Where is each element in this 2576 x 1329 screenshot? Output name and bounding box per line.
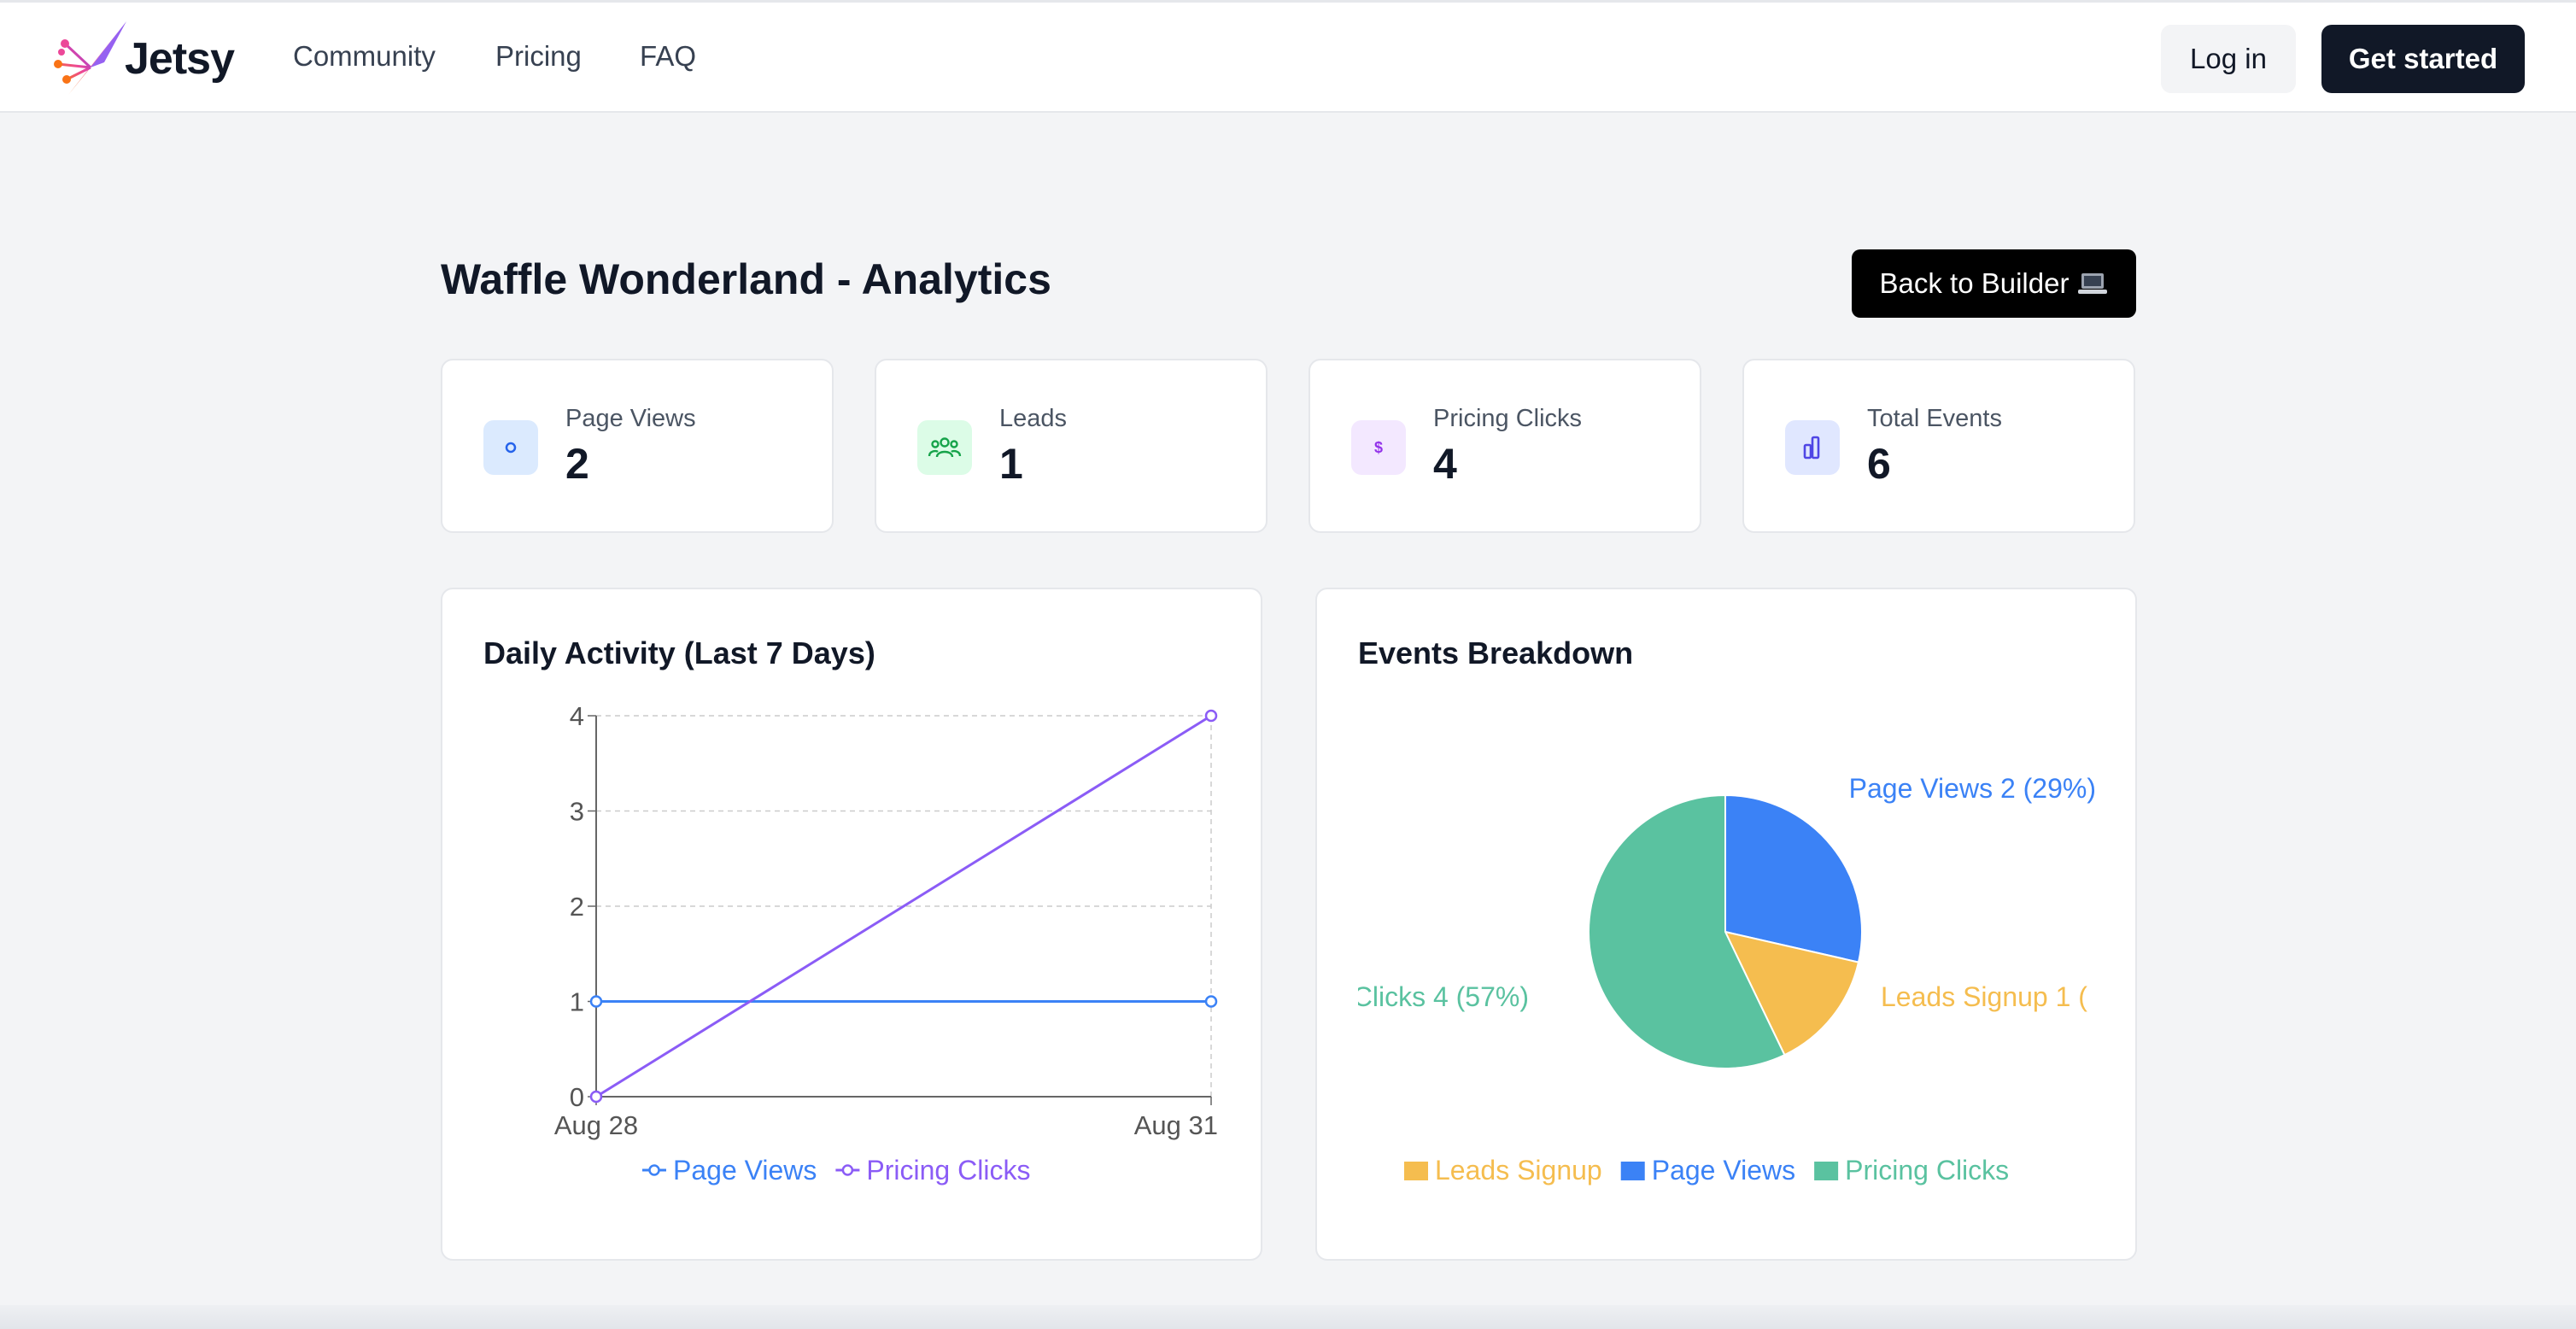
bottom-section-edge bbox=[0, 1305, 2576, 1329]
data-point bbox=[589, 1090, 603, 1104]
pie-labels: Page Views 2 (29%) Leads Signup 1 ( g Clic… bbox=[1330, 773, 2096, 1012]
slice-label: g Clicks 4 (57%) bbox=[1330, 981, 1529, 1012]
daily-activity-card: Daily Activity (Last 7 Days) 0 1 2 3 4 Aug 28… bbox=[441, 588, 1262, 1261]
stat-value: 4 bbox=[1433, 440, 1457, 488]
y-tick-label: 3 bbox=[570, 797, 584, 827]
data-point bbox=[589, 995, 603, 1008]
y-tick-label: 0 bbox=[570, 1082, 584, 1112]
data-point bbox=[1204, 709, 1218, 723]
stat-label: Page Views bbox=[565, 405, 696, 432]
x-tick-label: Aug 31 bbox=[1134, 1110, 1218, 1140]
jetsy-logo[interactable]: Jetsy bbox=[53, 18, 241, 100]
daily-activity-chart: 0 1 2 3 4 Aug 28 Aug 31 Page Views Pricing Click… bbox=[554, 701, 1218, 1186]
rocket-logo-icon bbox=[54, 21, 126, 95]
stat-value: 1 bbox=[999, 440, 1023, 488]
legend-swatch bbox=[1620, 1162, 1645, 1180]
legend-marker-dot bbox=[841, 1164, 854, 1176]
legend-label: Page Views bbox=[673, 1155, 817, 1186]
get-started-button[interactable]: Get started bbox=[2321, 25, 2525, 93]
stat-card-leads: Leads 1 bbox=[875, 359, 1268, 533]
legend-label: Page Views bbox=[1652, 1155, 1795, 1186]
back-to-builder-button[interactable]: Back to Builder bbox=[1852, 249, 2136, 318]
legend-label: Pricing Clicks bbox=[1845, 1155, 2009, 1186]
stat-value: 6 bbox=[1867, 440, 1891, 488]
legend-swatch bbox=[1404, 1162, 1428, 1180]
svg-text:$: $ bbox=[1374, 439, 1383, 456]
stat-card-page-views: Page Views 2 bbox=[441, 359, 834, 533]
bar-chart-icon bbox=[1785, 420, 1840, 475]
stat-label: Total Events bbox=[1867, 405, 2002, 432]
stat-label: Leads bbox=[999, 405, 1068, 432]
slice-label: Leads Signup 1 ( bbox=[1881, 981, 2087, 1012]
login-button[interactable]: Log in bbox=[2161, 25, 2296, 93]
stat-card-pricing-clicks: $ Pricing Clicks 4 bbox=[1308, 359, 1701, 533]
y-tick-label: 1 bbox=[570, 987, 584, 1017]
stat-value: 2 bbox=[565, 440, 589, 488]
y-tick-label: 2 bbox=[570, 892, 584, 922]
legend-marker-dot bbox=[648, 1164, 660, 1176]
stat-card-total-events: Total Events 6 bbox=[1742, 359, 2135, 533]
page-title: Waffle Wonderland - Analytics bbox=[441, 255, 1051, 303]
x-tick-label: Aug 28 bbox=[554, 1110, 638, 1140]
stat-label: Pricing Clicks bbox=[1433, 405, 1583, 432]
pie-slice-leads-signup bbox=[1724, 930, 1860, 1057]
nav-community[interactable]: Community bbox=[293, 40, 436, 72]
nav-faq[interactable]: FAQ bbox=[640, 40, 697, 72]
logo-text: Jetsy bbox=[125, 34, 235, 84]
users-icon bbox=[917, 420, 972, 475]
slice-label: Page Views 2 (29%) bbox=[1849, 773, 2096, 804]
data-point bbox=[1204, 995, 1218, 1008]
top-navbar: Jetsy Community Pricing FAQ Log in Get s… bbox=[0, 0, 2576, 113]
pie-slice-pricing-clicks bbox=[1588, 793, 1786, 1069]
legend-label: Leads Signup bbox=[1435, 1155, 1602, 1186]
chart-title: Events Breakdown bbox=[1358, 635, 1634, 670]
events-breakdown-chart: Page Views 2 (29%) Leads Signup 1 ( g Clic… bbox=[1330, 773, 2096, 1186]
dollar-icon: $ bbox=[1351, 420, 1406, 475]
nav-pricing[interactable]: Pricing bbox=[495, 40, 582, 72]
events-breakdown-card: Events Breakdown Page Views 2 (29%) Leads… bbox=[1315, 588, 2137, 1261]
legend-label: Pricing Clicks bbox=[866, 1155, 1030, 1186]
eye-icon bbox=[483, 420, 538, 475]
pie-slice-page-views bbox=[1724, 793, 1863, 963]
legend-swatch bbox=[1814, 1162, 1839, 1180]
back-to-builder-label: Back to Builder bbox=[1879, 267, 2070, 299]
chart-title: Daily Activity (Last 7 Days) bbox=[483, 635, 875, 670]
series-line-pricing-clicks bbox=[595, 714, 1212, 1098]
laptop-icon bbox=[2078, 273, 2108, 294]
y-tick-label: 4 bbox=[570, 701, 584, 731]
